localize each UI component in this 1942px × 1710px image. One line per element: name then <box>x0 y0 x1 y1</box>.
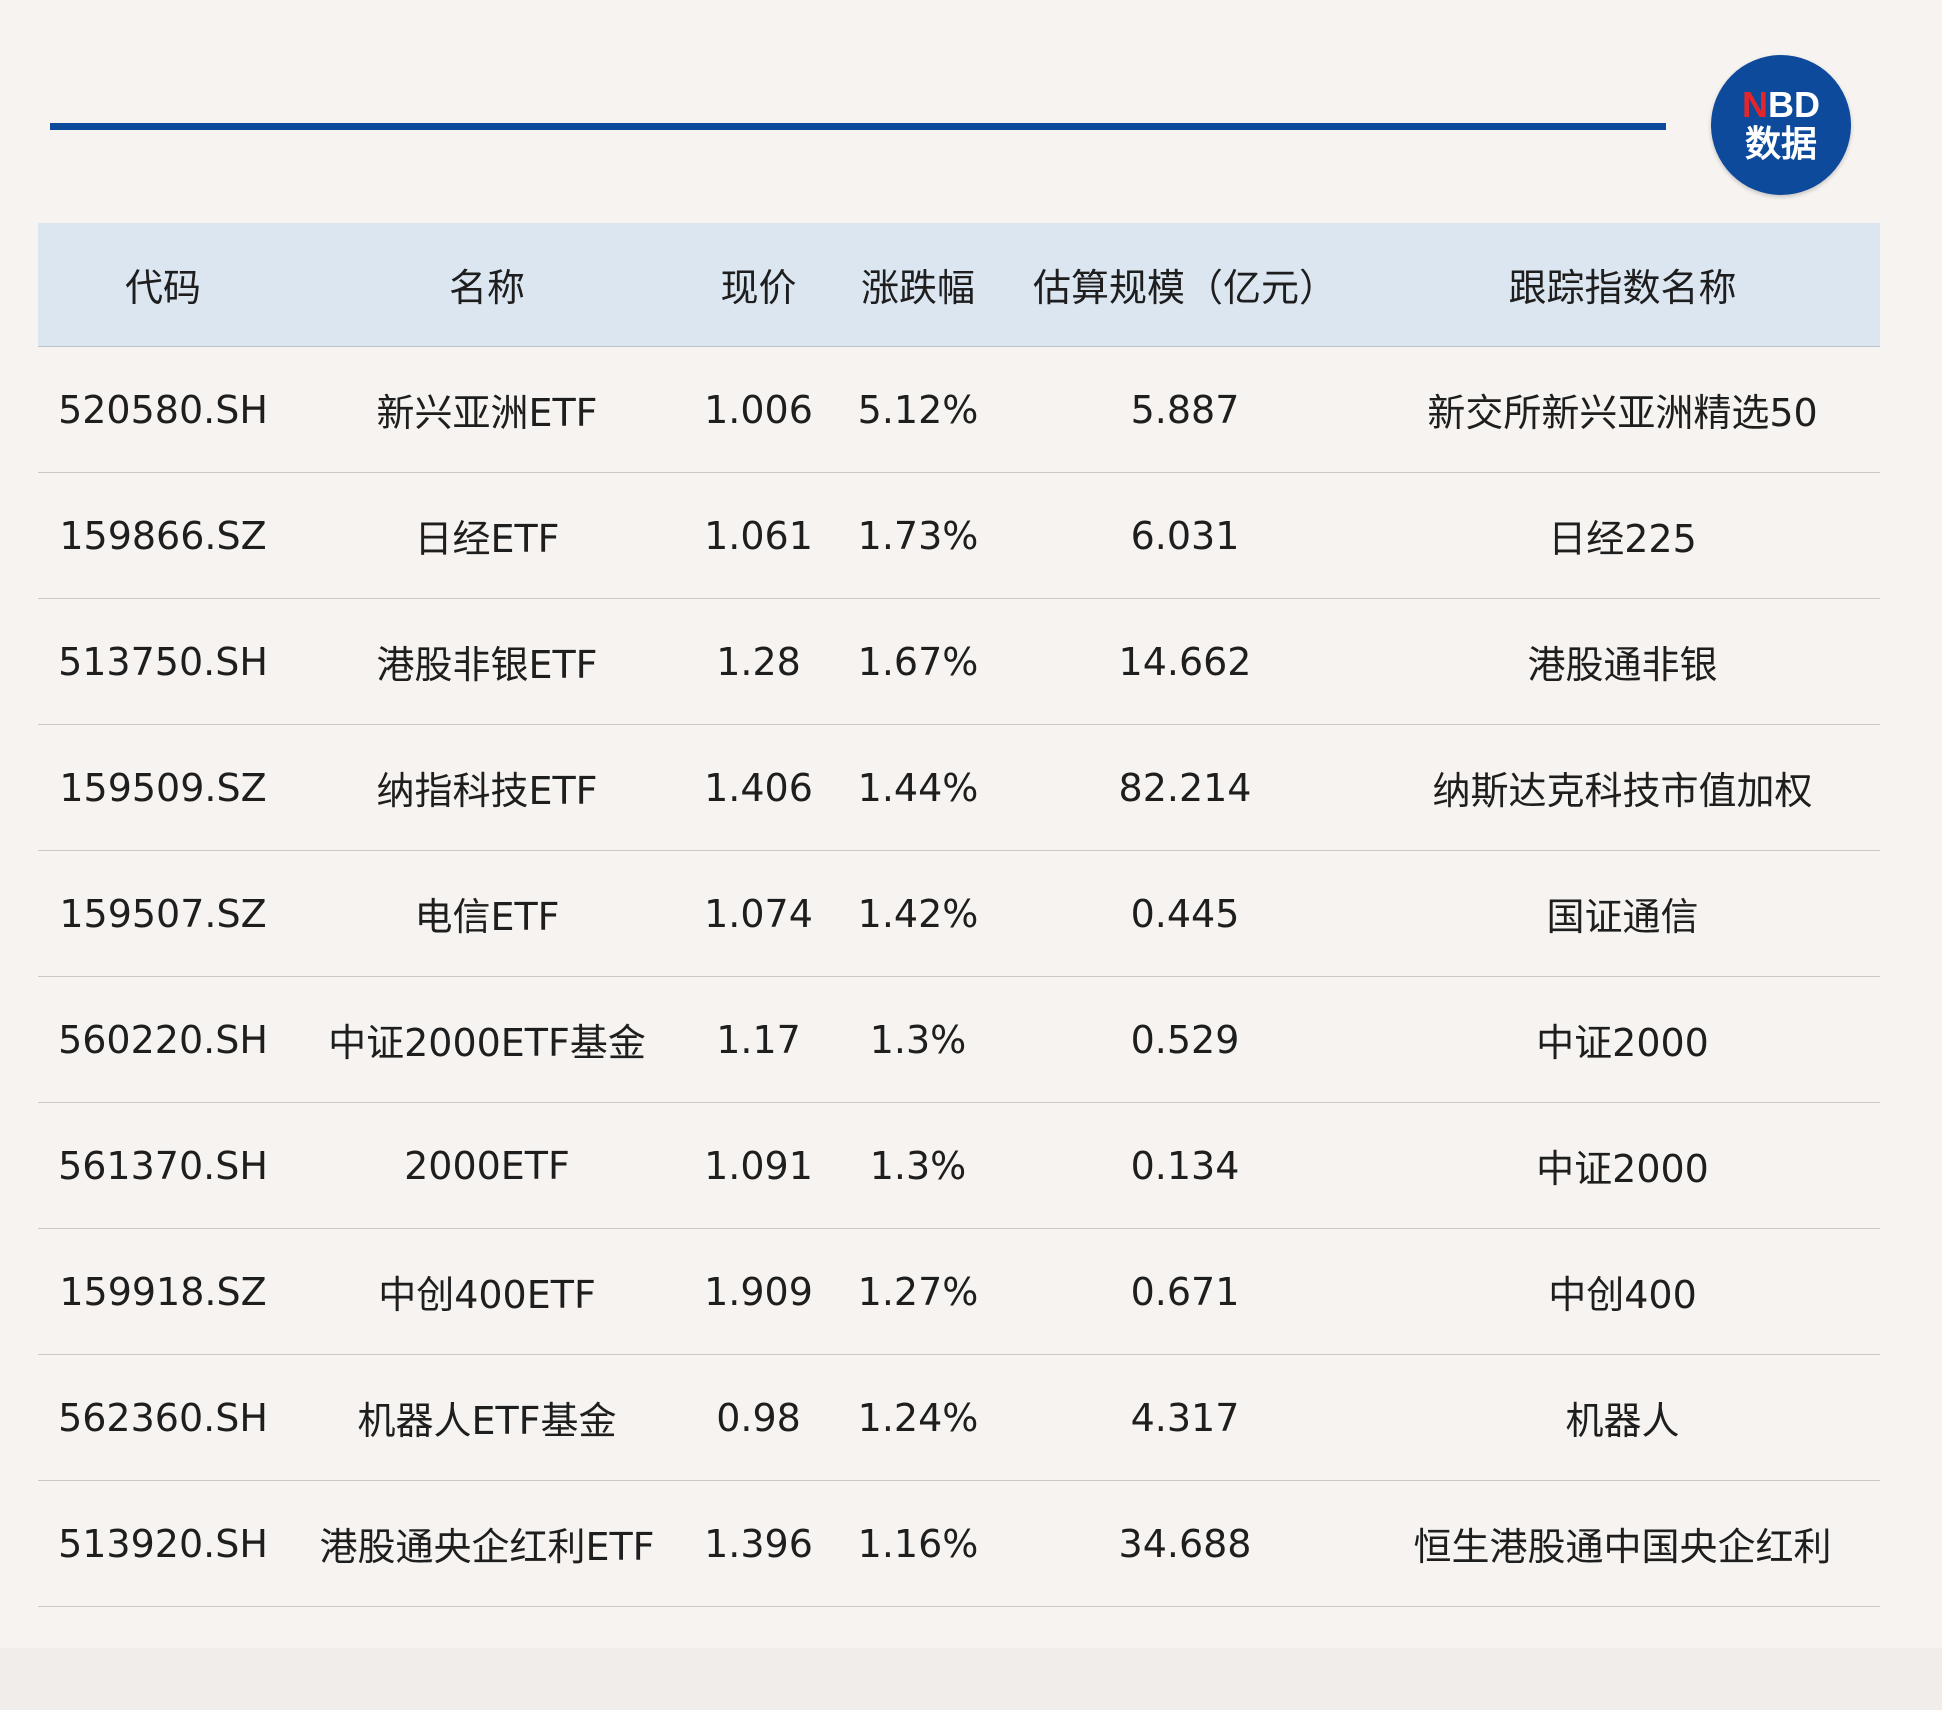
cell-change: 1.3% <box>869 1143 967 1188</box>
cell-price: 1.074 <box>704 891 813 936</box>
cell-code: 560220.SH <box>58 1017 268 1062</box>
cell-change: 5.12% <box>857 387 979 432</box>
cell-index-name: 新交所新兴亚洲精选50 <box>1427 391 1818 435</box>
cell-scale: 82.214 <box>1118 765 1252 810</box>
cell-change: 1.44% <box>857 765 979 810</box>
cell-change: 1.3% <box>869 1017 967 1062</box>
header-change: 涨跌幅 <box>860 266 975 310</box>
cell-price: 1.28 <box>716 639 801 684</box>
header-price: 现价 <box>720 266 797 310</box>
cell-name: 电信ETF <box>414 895 560 939</box>
cell-price: 1.061 <box>704 513 813 558</box>
etf-table: 代码 名称 现价 涨跌幅 估算规模（亿元） 跟踪指数名称 520580.SH 新兴亚洲ETF… <box>38 223 1880 1607</box>
cell-name: 港股通央企红利ETF <box>319 1525 655 1569</box>
table-row: 513750.SH 港股非银ETF 1.28 1.67% 14.662 港股通非银 <box>38 599 1880 725</box>
table-row: 513920.SH 港股通央企红利ETF 1.396 1.16% 34.688 恒生港股通… <box>38 1481 1880 1607</box>
cell-code: 520580.SH <box>58 387 268 432</box>
cell-change: 1.16% <box>857 1521 979 1566</box>
cell-index-name: 中证2000 <box>1536 1021 1709 1065</box>
cell-index-name: 中证2000 <box>1536 1147 1709 1191</box>
cell-scale: 0.529 <box>1130 1017 1240 1062</box>
cell-scale: 4.317 <box>1130 1395 1240 1440</box>
cell-change: 1.67% <box>857 639 979 684</box>
cell-change: 1.27% <box>857 1269 979 1314</box>
table-row: 159509.SZ 纳指科技ETF 1.406 1.44% 82.214 纳斯达克科技市值… <box>38 725 1880 851</box>
header-name: 名称 <box>448 266 525 310</box>
logo-n: N <box>1742 84 1768 125</box>
cell-scale: 0.671 <box>1130 1269 1240 1314</box>
cell-index-name: 港股通非银 <box>1527 643 1718 687</box>
cell-price: 1.091 <box>704 1143 813 1188</box>
cell-name: 中创400ETF <box>378 1273 596 1317</box>
table-row: 159918.SZ 中创400ETF 1.909 1.27% 0.671 中创400 <box>38 1229 1880 1355</box>
cell-name: 新兴亚洲ETF <box>376 391 598 435</box>
cell-code: 513920.SH <box>58 1521 268 1566</box>
cell-change: 1.42% <box>857 891 979 936</box>
nbd-data-logo: NBD 数据 <box>1711 55 1851 195</box>
cell-price: 1.909 <box>704 1269 813 1314</box>
logo-subtitle: 数据 <box>1744 124 1817 165</box>
header-index-name: 跟踪指数名称 <box>1508 266 1737 310</box>
header-code: 代码 <box>124 266 201 310</box>
cell-price: 1.406 <box>704 765 813 810</box>
cell-code: 159918.SZ <box>59 1269 267 1314</box>
table-header: 代码 名称 现价 涨跌幅 估算规模（亿元） 跟踪指数名称 <box>38 223 1880 347</box>
cell-scale: 5.887 <box>1130 387 1240 432</box>
cell-scale: 0.445 <box>1130 891 1240 936</box>
footer-band <box>0 1648 1942 1710</box>
cell-code: 562360.SH <box>58 1395 268 1440</box>
cell-code: 159866.SZ <box>59 513 267 558</box>
table-row: 560220.SH 中证2000ETF基金 1.17 1.3% 0.529 中证2000 <box>38 977 1880 1103</box>
cell-index-name: 国证通信 <box>1546 895 1699 939</box>
cell-scale: 14.662 <box>1118 639 1252 684</box>
cell-code: 159509.SZ <box>59 765 267 810</box>
cell-name: 2000ETF <box>404 1143 570 1188</box>
cell-scale: 6.031 <box>1130 513 1240 558</box>
cell-scale: 34.688 <box>1118 1521 1252 1566</box>
header-scale: 估算规模（亿元） <box>1032 266 1337 310</box>
cell-code: 159507.SZ <box>59 891 267 936</box>
cell-change: 1.73% <box>857 513 979 558</box>
cell-index-name: 恒生港股通中国央企红利 <box>1413 1525 1832 1569</box>
cell-name: 港股非银ETF <box>376 643 598 687</box>
header-rule <box>50 123 1666 130</box>
cell-price: 1.396 <box>704 1521 813 1566</box>
table-row: 561370.SH 2000ETF 1.091 1.3% 0.134 中证2000 <box>38 1103 1880 1229</box>
cell-name: 纳指科技ETF <box>376 769 598 813</box>
cell-index-name: 中创400 <box>1548 1273 1697 1317</box>
cell-price: 1.17 <box>716 1017 801 1062</box>
cell-name: 机器人ETF基金 <box>357 1399 617 1443</box>
cell-price: 1.006 <box>704 387 813 432</box>
cell-index-name: 日经225 <box>1548 517 1697 561</box>
cell-code: 561370.SH <box>58 1143 268 1188</box>
logo-bd: BD <box>1768 84 1820 125</box>
table-row: 159507.SZ 电信ETF 1.074 1.42% 0.445 国证通信 <box>38 851 1880 977</box>
cell-code: 513750.SH <box>58 639 268 684</box>
cell-name: 中证2000ETF基金 <box>328 1021 646 1065</box>
cell-scale: 0.134 <box>1130 1143 1240 1188</box>
cell-name: 日经ETF <box>414 517 560 561</box>
table-row: 520580.SH 新兴亚洲ETF 1.006 5.12% 5.887 新交所新兴亚洲精选… <box>38 347 1880 473</box>
table-row: 562360.SH 机器人ETF基金 0.98 1.24% 4.317 机器人 <box>38 1355 1880 1481</box>
table-row: 159866.SZ 日经ETF 1.061 1.73% 6.031 日经225 <box>38 473 1880 599</box>
cell-price: 0.98 <box>716 1395 801 1440</box>
cell-index-name: 纳斯达克科技市值加权 <box>1432 769 1813 813</box>
cell-index-name: 机器人 <box>1565 1399 1680 1443</box>
cell-change: 1.24% <box>857 1395 979 1440</box>
